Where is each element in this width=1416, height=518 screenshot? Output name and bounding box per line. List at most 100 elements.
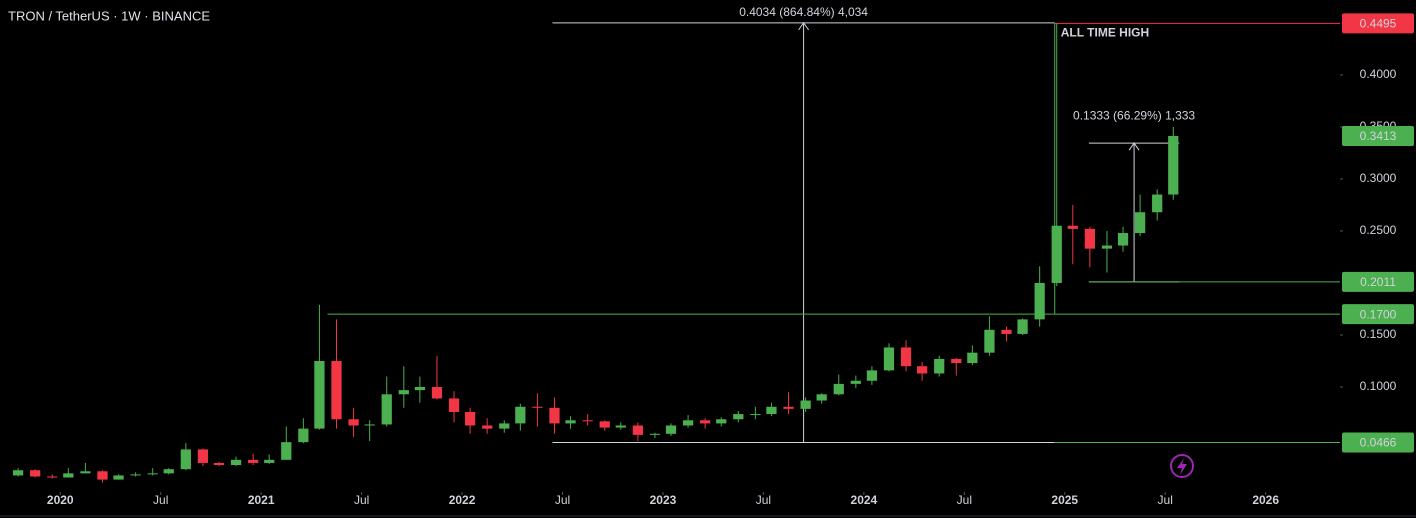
candle-body: [197, 449, 209, 463]
candle-body: [331, 360, 342, 420]
candle-body: [900, 347, 912, 367]
candle-body: [700, 420, 711, 424]
candle-body: [649, 433, 661, 435]
candle-body: [147, 473, 158, 475]
candle-body: [766, 406, 777, 415]
candle-body: [783, 406, 794, 409]
candle-body: [850, 380, 861, 384]
candle-body: [515, 406, 526, 424]
candle-body: [750, 414, 761, 416]
price-label-box: [1342, 13, 1414, 34]
candle-body: [733, 414, 744, 420]
candle-body: [582, 420, 593, 422]
candle-body: [230, 459, 242, 466]
x-tick-label: Jul: [957, 493, 972, 507]
candle-body: [682, 420, 694, 426]
x-tick-label: 2024: [851, 493, 878, 507]
x-tick-label: Jul: [153, 493, 168, 507]
candle-body: [348, 419, 359, 426]
candle-body: [464, 411, 476, 426]
candle-body: [398, 390, 409, 395]
candle-body: [180, 449, 191, 470]
chart-title: TRON / TetherUS · 1W · BINANCE: [8, 8, 210, 23]
candle-body: [448, 398, 460, 412]
candle-body: [800, 400, 811, 409]
candle-body: [984, 329, 995, 353]
candle-body: [532, 406, 543, 408]
candle-body: [381, 394, 392, 425]
candle-body: [615, 425, 626, 428]
candle-body: [63, 473, 74, 478]
candle-body: [599, 421, 610, 428]
candle-body: [213, 462, 225, 466]
candle-body: [482, 425, 493, 429]
y-tick-label: 0.3000: [1360, 171, 1397, 185]
x-tick-label: 2023: [650, 493, 677, 507]
candle-body: [917, 366, 928, 374]
candle-body: [1034, 282, 1045, 320]
candle-body: [1134, 212, 1146, 234]
lightning-icon[interactable]: [1170, 454, 1194, 478]
candle-body: [130, 474, 141, 476]
candle-body: [665, 425, 677, 434]
price-label: 0.0466: [1360, 436, 1397, 450]
price-label-box: [1342, 304, 1414, 325]
candle-body: [163, 469, 174, 474]
y-tick-label: 0.2500: [1360, 223, 1397, 237]
y-tick-label: 0.4000: [1360, 67, 1397, 81]
x-tick-label: 2020: [47, 493, 74, 507]
candle-body: [1051, 225, 1062, 283]
candle-body: [80, 471, 91, 474]
candle-body: [1084, 228, 1096, 249]
candle-body: [951, 358, 962, 364]
x-tick-label: 2021: [248, 493, 275, 507]
candle-body: [97, 471, 108, 480]
price-label-box: [1342, 271, 1414, 292]
measure-arrow-head: [798, 22, 810, 31]
x-tick-label: 2022: [449, 493, 476, 507]
candle-body: [281, 442, 292, 460]
x-tick-label: 2025: [1051, 493, 1078, 507]
price-label-box: [1342, 125, 1414, 146]
measure-label: 0.4034 (864.84%) 4,034: [739, 5, 868, 19]
candle-body: [1168, 135, 1179, 195]
y-tick-label: 0.1000: [1360, 379, 1397, 393]
candle-body: [12, 470, 24, 476]
candle-body: [499, 423, 510, 429]
x-tick-label: Jul: [756, 493, 771, 507]
candle-body: [866, 370, 878, 381]
candle-body: [1017, 319, 1028, 334]
candle-body: [113, 475, 124, 480]
candle-body: [565, 420, 576, 424]
candle-body: [833, 383, 844, 395]
x-tick-label: Jul: [1158, 493, 1173, 507]
price-label: 0.4495: [1360, 17, 1397, 31]
measure-label: 0.1333 (66.29%) 1,333: [1073, 108, 1195, 122]
candle-body: [364, 424, 375, 426]
candle-body: [1067, 225, 1078, 229]
price-label-box: [1342, 432, 1414, 453]
measure-arrow-head: [1128, 142, 1140, 151]
candle-body: [30, 470, 41, 477]
y-tick-label: 0.1500: [1360, 327, 1397, 341]
price-label: 0.1700: [1360, 307, 1397, 321]
candle-body: [967, 352, 978, 364]
candle-body: [248, 459, 259, 463]
x-tick-label: Jul: [555, 493, 570, 507]
annotation: ALL TIME HIGH: [1061, 26, 1149, 40]
candle-body: [47, 476, 58, 478]
candle-body: [1001, 329, 1012, 334]
candle-body: [314, 360, 325, 429]
candle-body: [632, 425, 643, 435]
candle-body: [716, 419, 727, 424]
candle-body: [298, 428, 309, 443]
candle-body: [883, 347, 895, 371]
candle-body: [1101, 245, 1113, 249]
candle-body: [934, 358, 945, 374]
candle-body: [549, 407, 560, 424]
candle-body: [1117, 233, 1129, 246]
candle-body: [1152, 194, 1163, 213]
x-tick-label: 2026: [1252, 493, 1279, 507]
